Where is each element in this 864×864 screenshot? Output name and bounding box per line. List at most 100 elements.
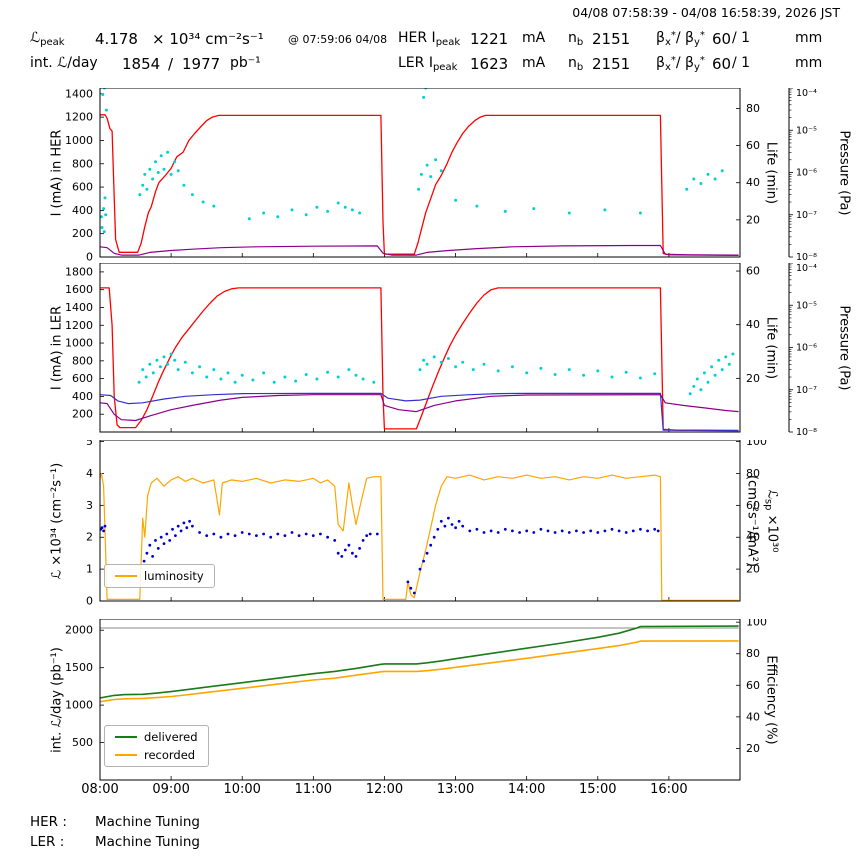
her-life-label: Life (min) <box>763 141 778 204</box>
her-status-value: Machine Tuning <box>95 814 200 830</box>
beta-value2: 1 <box>741 30 751 46</box>
beta-sub: y <box>693 62 700 73</box>
her-ipeak-unit: mA <box>522 30 546 46</box>
y-tick-right: 20 <box>746 213 760 226</box>
y-tick-left: 1000 <box>65 699 93 712</box>
her-nb-sym: n <box>568 30 577 46</box>
plot-luminosity-row: 0 1 2 3 4 5 20 40 60 80 100 ℒ ×10³⁴ (cm⁻²s⁻¹) ℒsp … <box>0 440 864 608</box>
y-tick-right: 20 <box>746 742 760 755</box>
her-ipeak-value: 1221 <box>470 30 509 48</box>
x-tick-label: 08:00 <box>81 782 119 797</box>
lum-peak-value: 4.178 <box>95 30 138 48</box>
ler-ipeak-label: LER Ipeak <box>398 55 457 73</box>
recorded-legend-swatch <box>115 754 137 756</box>
pressure-tick: 10⁻⁷ <box>796 210 817 221</box>
her-beta-value: 60 <box>712 30 732 48</box>
lum-peak-timestamp: @ 07:59:06 04/08 <box>288 33 388 46</box>
x-tick-labels: 08:00 09:00 10:00 11:00 12:00 13:00 14:00 15:00… <box>0 782 864 800</box>
x-tick-label: 15:00 <box>579 782 617 797</box>
x-tick-label: 14:00 <box>507 782 546 797</box>
ler-ipeak-unit: mA <box>522 55 546 71</box>
y-tick-left: 400 <box>72 390 93 403</box>
plot-her-row: 0 200 400 600 800 1000 1200 1400 20 40 60 80 10⁻⁴ 10⁻… <box>0 88 864 264</box>
y-tick-right: 40 <box>746 710 760 723</box>
header-row-1: ℒpeak 4.178 × 10³⁴ cm⁻²s⁻¹ @ 07:59:06 04… <box>0 30 864 54</box>
pressure-tick: 10⁻⁶ <box>796 343 817 354</box>
y-tick-right: 40 <box>746 531 760 544</box>
beta-sup: * <box>670 30 676 41</box>
ler-ipeak-sub: peak <box>432 62 458 73</box>
her-pressure-label: Pressure (Pa) <box>836 129 851 215</box>
y-tick-left: 400 <box>72 204 93 217</box>
pressure-tick: 10⁻⁴ <box>796 88 817 99</box>
y-tick-right: 80 <box>746 647 760 660</box>
plot-ler-row: 200 400 600 800 1000 1200 1400 1600 1800 20 40 60 10… <box>0 263 864 438</box>
pressure-tick: 10⁻⁸ <box>796 252 817 263</box>
y-tick-left: 1800 <box>65 265 93 278</box>
y-tick-right: 60 <box>746 499 760 512</box>
time-range: 04/08 07:58:39 - 04/08 16:58:39, 2026 JS… <box>572 5 840 20</box>
y-tick-left: 1000 <box>65 337 93 350</box>
ler-beta-label: βx*/ βy* <box>656 55 705 73</box>
lum-peak-unit: × 10³⁴ cm⁻²s⁻¹ <box>152 30 264 48</box>
her-ipeak-sub: peak <box>435 37 461 48</box>
ler-ipeak-text: LER I <box>398 55 433 71</box>
beta-sup: * <box>670 55 676 66</box>
y-tick-right: 60 <box>746 139 760 152</box>
pressure-tick: 10⁻⁵ <box>796 125 817 136</box>
ler-nb-value: 2151 <box>592 55 631 73</box>
her-status-line: HER : Machine Tuning <box>0 814 864 834</box>
pressure-tick: 10⁻⁸ <box>796 427 817 438</box>
y-tick-left: 1200 <box>65 319 93 332</box>
y-tick-left: 5 <box>86 440 93 448</box>
her-ipeak-label: HER Ipeak <box>398 30 460 48</box>
int-lum-value2: 1977 <box>182 55 221 73</box>
beta-sym: β <box>685 30 694 46</box>
delivered-legend-swatch <box>115 736 137 738</box>
x-tick-label: 11:00 <box>294 782 333 797</box>
her-nb-label: nb <box>568 30 583 48</box>
beta-sup: * <box>699 30 705 41</box>
specific-luminosity-label: ℒsp ×10³⁰ (cm⁻²s⁻¹/mA²) <box>744 440 779 601</box>
lum-peak-sub: peak <box>40 37 65 48</box>
ler-nb-sub: b <box>576 62 584 73</box>
delivered-legend-label: delivered <box>144 730 198 744</box>
her-ipeak-text: HER I <box>398 30 436 46</box>
ler-status-value: Machine Tuning <box>95 834 200 850</box>
y-tick-left: 0 <box>86 251 93 264</box>
ler-nb-sym: n <box>568 55 577 71</box>
y-tick-right: 60 <box>746 679 760 692</box>
y-tick-left: 600 <box>72 372 93 385</box>
pressure-tick: 10⁻⁷ <box>796 385 817 396</box>
her-plot: 0 200 400 600 800 1000 1200 1400 20 40 60 80 10⁻⁴ 10⁻… <box>65 88 817 264</box>
y-tick-left: 800 <box>72 157 93 170</box>
intlum-ylabel: int. ℒ/day (pb⁻¹) <box>49 646 64 753</box>
legend-item-recorded: recorded <box>115 748 198 762</box>
beta-slash: / <box>675 55 681 71</box>
ler-ipeak-value: 1623 <box>470 55 509 73</box>
beta-sym: β <box>656 30 665 46</box>
beta-sym: β <box>685 55 694 71</box>
beta-sub: x <box>664 62 671 73</box>
her-ylabel: I (mA) in HER <box>49 129 64 216</box>
y-tick-right: 40 <box>746 318 760 331</box>
luminosity-legend: luminosity <box>104 564 215 588</box>
int-lum-value: 1854 <box>122 55 161 73</box>
luminosity-ylabel: ℒ ×10³⁴ (cm⁻²s⁻¹) <box>49 462 64 579</box>
luminosity-legend-swatch <box>115 575 137 577</box>
y-tick-left: 500 <box>72 736 93 749</box>
ler-status-line: LER : Machine Tuning <box>0 834 864 854</box>
y-tick-left: 1500 <box>65 661 93 674</box>
her-nb-sub: b <box>576 37 584 48</box>
ler-status-label: LER : <box>30 834 65 850</box>
beta-sub: y <box>693 37 700 48</box>
y-tick-right: 100 <box>746 440 767 448</box>
sp-exp: ×10³⁰ <box>764 509 779 552</box>
her-beta-value2: / 1 <box>732 30 750 46</box>
ler-beta-unit: mm <box>795 55 823 71</box>
y-tick-left: 1400 <box>65 301 93 314</box>
y-tick-right: 100 <box>746 619 767 629</box>
pressure-tick: 10⁻⁶ <box>796 168 817 179</box>
legend-item-delivered: delivered <box>115 730 198 744</box>
